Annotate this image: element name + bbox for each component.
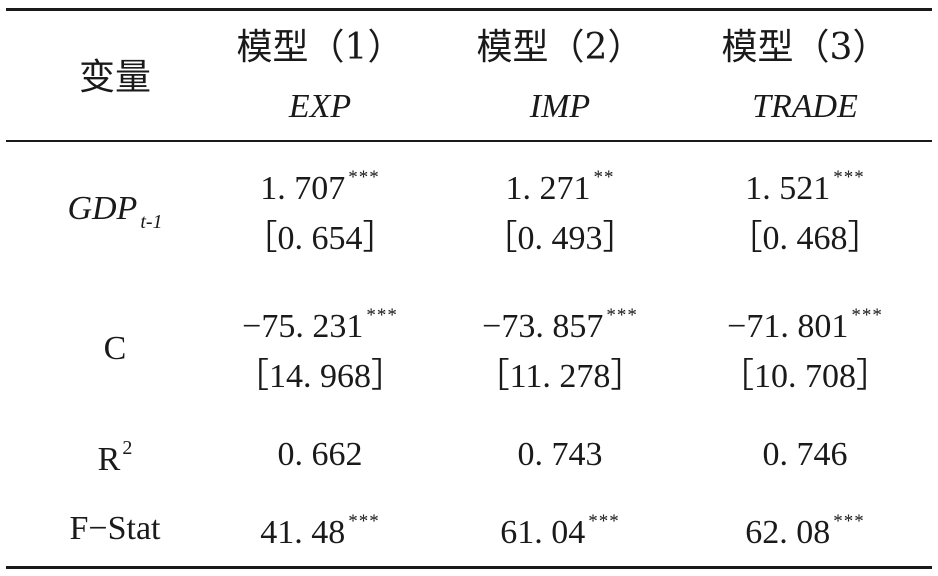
r2-value-3: 0. 746 — [762, 436, 848, 473]
gdp-se-2: ［0. 493］ — [483, 220, 637, 257]
r2-value-2: 0. 743 — [517, 436, 603, 473]
header-model-1: 模型（1） — [236, 27, 404, 68]
row-label-gdp: GDP t-1 — [20, 190, 210, 233]
fstat-value: 61. 04 — [500, 514, 586, 552]
table-top-rule — [6, 8, 932, 11]
table-bottom-rule — [6, 566, 932, 569]
c-se-2: ［11. 278］ — [475, 358, 645, 395]
coef-value: 1. 707 — [260, 170, 346, 208]
gdp-label-text: GDP — [67, 190, 138, 227]
gdp-coef-1: 1. 707 *** — [205, 168, 435, 206]
gdp-se-3: ［0. 468］ — [728, 220, 882, 257]
significance-stars: *** — [588, 511, 620, 532]
c-coef-1: −75. 231 *** — [205, 306, 435, 344]
gdp-coef-3: 1. 521 *** — [690, 168, 920, 206]
c-se-3: ［10. 708］ — [720, 358, 890, 395]
header-model-3: 模型（3） — [721, 27, 889, 68]
header-dep-2: IMP — [529, 88, 591, 125]
gdp-coef-2: 1. 271 ** — [445, 168, 675, 206]
significance-stars: *** — [833, 167, 865, 188]
significance-stars: *** — [366, 305, 398, 326]
header-dep-3: TRADE — [752, 88, 858, 125]
c-se-1: ［14. 968］ — [235, 358, 405, 395]
header-model-2: 模型（2） — [476, 27, 644, 68]
coef-value: −73. 857 — [482, 308, 604, 346]
significance-stars: *** — [606, 305, 638, 326]
row-label-fstat: F−Stat — [69, 510, 161, 547]
coef-value: −75. 231 — [242, 308, 364, 346]
fstat-value-2: 61. 04 *** — [445, 512, 675, 550]
significance-stars: *** — [348, 511, 380, 532]
fstat-value: 41. 48 — [260, 514, 346, 552]
r2-value-1: 0. 662 — [277, 436, 363, 473]
header-dep-1: EXP — [288, 88, 352, 125]
significance-stars: *** — [851, 305, 883, 326]
coef-value: −71. 801 — [727, 308, 849, 346]
significance-stars: *** — [348, 167, 380, 188]
fstat-value-3: 62. 08 *** — [690, 512, 920, 550]
fstat-value-1: 41. 48 *** — [205, 512, 435, 550]
coef-value: 1. 521 — [745, 170, 831, 208]
header-variable: 变量 — [78, 57, 151, 98]
coef-value: 1. 271 — [505, 170, 591, 208]
fstat-value: 62. 08 — [745, 514, 831, 552]
r2-superscript: 2 — [122, 437, 133, 459]
r2-label-text: R — [97, 441, 121, 478]
header-rule — [6, 140, 932, 142]
c-coef-3: −71. 801 *** — [690, 306, 920, 344]
c-coef-2: −73. 857 *** — [445, 306, 675, 344]
significance-stars: ** — [593, 167, 615, 188]
significance-stars: *** — [833, 511, 865, 532]
row-label-c: C — [103, 330, 127, 367]
gdp-se-1: ［0. 654］ — [243, 220, 397, 257]
gdp-subscript: t-1 — [140, 211, 163, 233]
